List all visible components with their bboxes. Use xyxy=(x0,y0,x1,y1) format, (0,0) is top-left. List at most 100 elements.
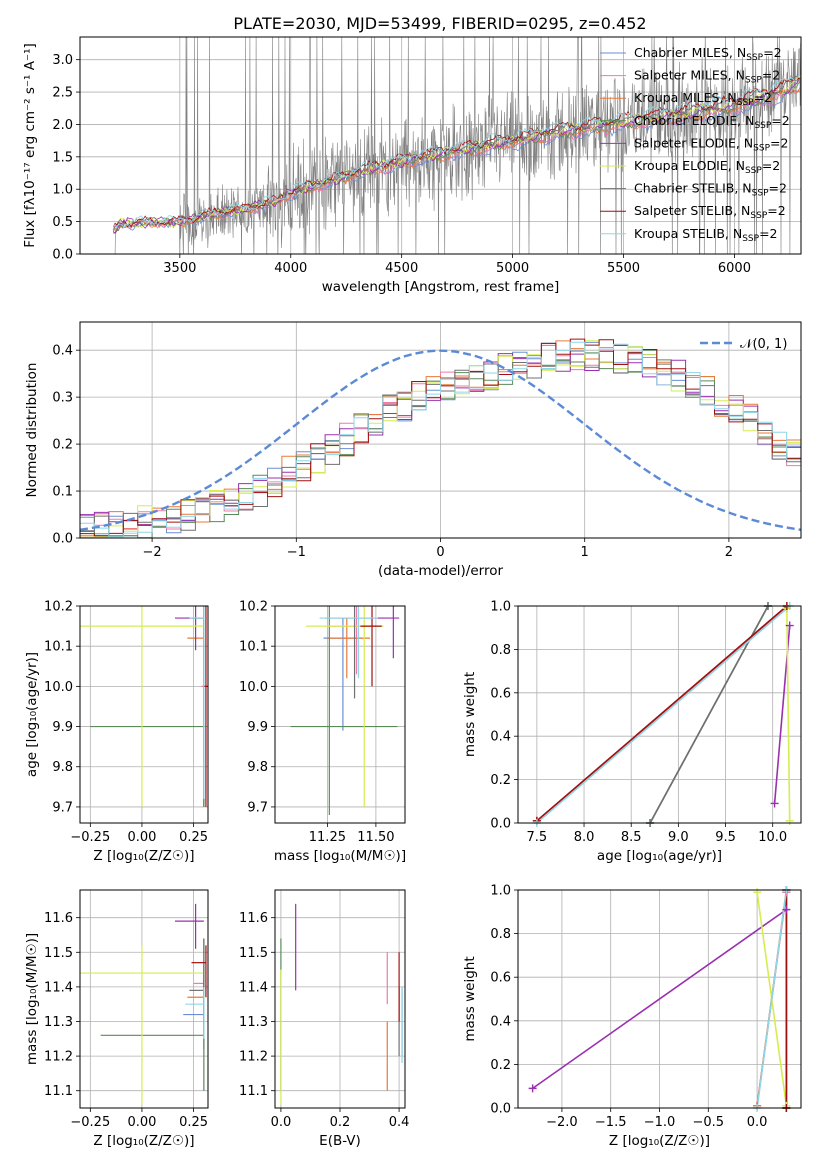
tick-label-x: 11.25 xyxy=(309,830,346,845)
tick-label-x: −0.25 xyxy=(70,1115,110,1130)
axes-spectrum: 3500 4000 4500 5000 5500 6000 0.0 0.5 1.0 1.5 2.0 2… xyxy=(22,36,802,295)
legend-label-name: Salpeter MILES, N xyxy=(634,68,745,83)
x-axis-label: mass [log₁₀(M/M☉)] xyxy=(274,848,406,864)
legend-label-tail: =2 xyxy=(759,226,777,241)
tick-label-y: 0.0 xyxy=(52,532,73,547)
legend-label-name: Chabrier MILES, N xyxy=(634,45,746,60)
plot-area-age_vs_mass xyxy=(290,606,400,815)
tick-label-x: 0.2 xyxy=(330,1115,351,1130)
x-axis-label: Z [log₁₀(Z/Z☉)] xyxy=(93,1133,194,1149)
tick-label-x: −1.0 xyxy=(644,1115,676,1130)
tick-label-y: 9.7 xyxy=(247,800,268,815)
histogram-step-line xyxy=(80,338,801,537)
axes-residuals: −2 −1 0 1 2 0.0 0.1 0.2 0.3 0.4 (data-model)/error… xyxy=(24,321,802,579)
tick-label-x: −0.5 xyxy=(693,1115,725,1130)
tick-label-x: −2.0 xyxy=(546,1115,578,1130)
tick-label-y: 10.0 xyxy=(239,680,268,695)
tick-label-y: 11.6 xyxy=(44,911,73,926)
tick-label-x: 0.25 xyxy=(179,830,208,845)
plot-area-age_vs_Z xyxy=(80,606,208,807)
legend-label-tail: =2 xyxy=(771,113,789,128)
legend-label: Chabrier MILES, NSSP=2 xyxy=(634,45,782,63)
tick-label-x: 0.0 xyxy=(271,1115,292,1130)
x-axis-label: Z [log₁₀(Z/Z☉)] xyxy=(609,1133,710,1149)
legend-label-tail: =2 xyxy=(763,45,781,60)
tick-label-y: 10.1 xyxy=(44,640,73,655)
tick-label-x: −1 xyxy=(287,545,306,560)
tick-label-x: 0.00 xyxy=(127,1115,156,1130)
legend-label-sub: SSP xyxy=(753,143,770,153)
tick-label-y: 0.4 xyxy=(490,730,511,745)
histogram-step-line xyxy=(80,340,801,538)
axes-mass_vs_EBV: 0.0 0.2 0.4 11.1 11.2 11.3 11.4 11.5 11.6 E(B-V) xyxy=(239,889,409,1149)
axes-age_vs_mass: 11.25 11.50 9.7 9.8 9.9 10.0 10.1 10.2 mass [log… xyxy=(239,600,406,865)
legend-label-name: Chabrier ELODIE, N xyxy=(634,113,754,128)
legend-label-tail: =2 xyxy=(754,90,772,105)
axes-frame xyxy=(274,889,406,1109)
weight-line xyxy=(649,606,769,823)
tick-label-y: 1.0 xyxy=(490,600,511,615)
tick-label-y: 0.6 xyxy=(490,971,511,986)
tick-label-x: 8.0 xyxy=(574,830,595,845)
histogram-step-line xyxy=(80,351,801,537)
legend-label-name: Salpeter ELODIE, N xyxy=(634,135,753,150)
tick-label-y: 1.0 xyxy=(52,183,73,198)
tick-label-x: 9.0 xyxy=(668,830,689,845)
legend-label-sub: SSP xyxy=(737,98,754,108)
model-spectrum-line xyxy=(113,81,801,234)
axes-frame xyxy=(79,605,209,824)
tick-label-y: 11.2 xyxy=(44,1050,73,1065)
legend-label: Kroupa ELODIE, NSSP=2 xyxy=(634,158,780,176)
y-axis-label: age [log₁₀(age/yr)] xyxy=(24,652,40,777)
tick-label-x: 5500 xyxy=(607,261,640,276)
tick-label-y: 0.5 xyxy=(52,215,73,230)
legend-label: 𝒩(0, 1) xyxy=(740,337,787,352)
weight-line xyxy=(536,606,788,822)
tick-label-y: 10.2 xyxy=(44,600,73,615)
figure-title: PLATE=2030, MJD=53499, FIBERID=0295, z=0… xyxy=(233,14,646,33)
legend-label-name: Kroupa MILES, N xyxy=(634,90,737,105)
tick-label-y: 11.3 xyxy=(239,1015,268,1030)
tick-label-y: 0.2 xyxy=(52,438,73,453)
legend-label: Kroupa STELIB, NSSP=2 xyxy=(634,226,778,244)
tick-label-x: −2 xyxy=(143,545,162,560)
legend-label: Salpeter ELODIE, NSSP=2 xyxy=(634,135,788,153)
tick-label-y: 11.4 xyxy=(239,980,268,995)
legend-label-sub: SSP xyxy=(750,211,767,221)
tick-label-x: 1 xyxy=(581,545,589,560)
weight-marker xyxy=(528,1084,537,1093)
weight-marker xyxy=(770,799,779,808)
tick-label-x: 0.00 xyxy=(127,830,156,845)
gaussian-reference-line xyxy=(80,349,801,531)
legend-label-sub: SSP xyxy=(752,189,769,199)
tick-label-y: 0.8 xyxy=(490,643,511,658)
tick-label-y: 11.1 xyxy=(44,1084,73,1099)
model-spectrum-line xyxy=(112,89,801,231)
x-axis-label: Z [log₁₀(Z/Z☉)] xyxy=(93,848,194,864)
y-axis-label: mass weight xyxy=(462,672,478,757)
axes-frame xyxy=(517,605,802,824)
legend-label-sub: SSP xyxy=(754,121,771,131)
axes-frame xyxy=(79,321,802,539)
y-axis-label: mass [log₁₀(M/M☉)] xyxy=(24,933,40,1065)
tick-label-y: 11.5 xyxy=(239,946,268,961)
weight-line xyxy=(536,606,791,823)
tick-label-y: 0.4 xyxy=(490,1014,511,1029)
tick-label-x: 3500 xyxy=(163,261,196,276)
tick-label-x: 6000 xyxy=(718,261,751,276)
legend-label: Salpeter MILES, NSSP=2 xyxy=(634,68,780,86)
axes-frame xyxy=(79,36,802,255)
legend-label-tail: =2 xyxy=(769,181,787,196)
weight-marker xyxy=(785,621,794,630)
axes-frame xyxy=(517,889,802,1109)
residuals-legend: 𝒩(0, 1) xyxy=(700,337,787,352)
y-axis-label: Flux [fλ10⁻¹⁷ erg cm⁻² s⁻¹ A⁻¹] xyxy=(22,43,38,248)
legend-label-name: Kroupa STELIB, N xyxy=(634,226,742,241)
legend-label: Chabrier ELODIE, NSSP=2 xyxy=(634,113,790,131)
tick-label-y: 10.0 xyxy=(44,680,73,695)
tick-label-y: 11.5 xyxy=(44,946,73,961)
plot-area-weight_vs_age xyxy=(536,606,791,823)
axes-weight_vs_age: 7.5 8.0 8.5 9.0 9.5 10.0 0.0 0.2 0.4 0.6 0.8 1.0 age… xyxy=(462,600,802,864)
tick-label-y: 11.3 xyxy=(44,1015,73,1030)
tick-label-y: 0.0 xyxy=(490,817,511,832)
